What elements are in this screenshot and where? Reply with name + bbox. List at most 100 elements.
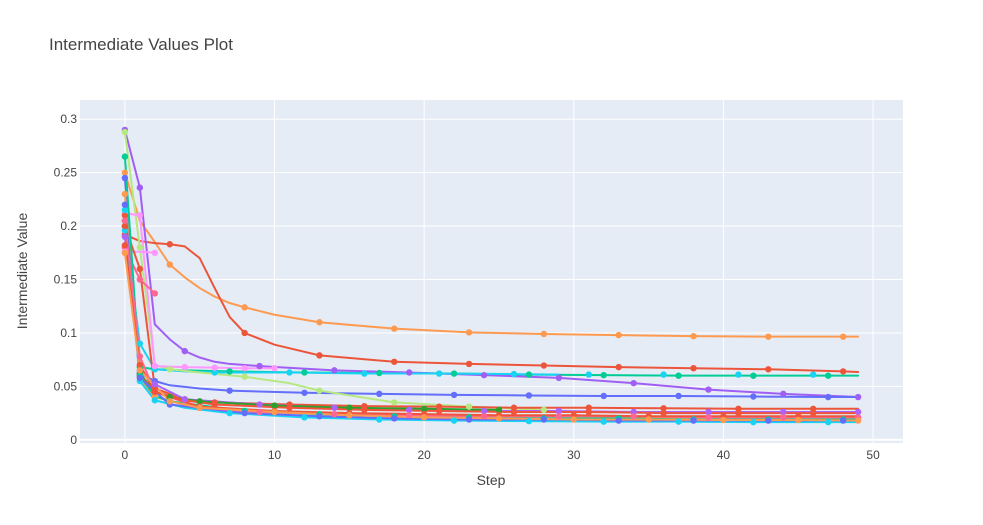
series-point[interactable]	[331, 410, 338, 418]
series-point[interactable]	[450, 417, 458, 424]
series-point[interactable]	[166, 241, 173, 248]
series-point[interactable]	[271, 402, 278, 409]
series-point[interactable]	[795, 416, 802, 424]
series-point[interactable]	[136, 276, 144, 283]
series-point[interactable]	[435, 407, 443, 415]
series-point[interactable]	[211, 401, 218, 408]
series-point[interactable]	[824, 393, 832, 401]
series-point[interactable]	[585, 408, 592, 416]
series-point[interactable]	[406, 369, 413, 376]
series-point[interactable]	[450, 391, 458, 399]
series-point[interactable]	[465, 416, 473, 423]
series-point[interactable]	[570, 416, 577, 423]
series-point[interactable]	[241, 365, 248, 372]
series-point[interactable]	[151, 397, 159, 404]
series-point[interactable]	[316, 387, 323, 394]
series-point[interactable]	[780, 390, 787, 398]
series-point[interactable]	[121, 242, 129, 249]
series-point[interactable]	[121, 233, 129, 240]
series-point[interactable]	[121, 201, 129, 208]
series-point[interactable]	[705, 414, 712, 421]
series-point[interactable]	[555, 407, 563, 415]
series-point[interactable]	[465, 329, 473, 336]
series-point[interactable]	[495, 415, 503, 422]
series-point[interactable]	[406, 412, 413, 419]
series-point[interactable]	[690, 332, 697, 340]
series-point[interactable]	[839, 417, 847, 424]
series-point[interactable]	[331, 404, 338, 411]
series-point[interactable]	[480, 407, 488, 415]
series-point[interactable]	[226, 409, 233, 417]
series-point[interactable]	[136, 374, 144, 382]
series-point[interactable]	[540, 330, 548, 338]
series-point[interactable]	[465, 360, 473, 368]
series-point[interactable]	[121, 222, 129, 230]
series-point[interactable]	[136, 244, 144, 251]
series-point[interactable]	[600, 371, 607, 379]
series-point[interactable]	[151, 249, 159, 256]
series-point[interactable]	[540, 406, 548, 414]
series-point[interactable]	[391, 358, 398, 365]
series-point[interactable]	[301, 389, 308, 396]
series-point[interactable]	[166, 261, 173, 268]
series-point[interactable]	[256, 401, 263, 408]
series-point[interactable]	[391, 415, 398, 422]
series-point[interactable]	[121, 249, 129, 256]
series-point[interactable]	[420, 414, 428, 421]
series-point[interactable]	[480, 413, 488, 420]
series-point[interactable]	[854, 393, 862, 401]
series-point[interactable]	[824, 372, 832, 379]
series-point[interactable]	[839, 333, 847, 340]
series-point[interactable]	[735, 409, 742, 417]
series-point[interactable]	[211, 364, 218, 371]
series-point[interactable]	[241, 329, 248, 337]
series-point[interactable]	[854, 408, 862, 416]
series-point[interactable]	[331, 367, 338, 374]
series-point[interactable]	[750, 418, 757, 426]
series-point[interactable]	[765, 333, 772, 340]
series-point[interactable]	[136, 353, 144, 360]
series-point[interactable]	[480, 371, 488, 379]
series-point[interactable]	[540, 416, 548, 423]
series-point[interactable]	[121, 206, 129, 214]
series-point[interactable]	[316, 319, 323, 326]
series-point[interactable]	[256, 408, 263, 416]
series-point[interactable]	[600, 418, 607, 425]
series-point[interactable]	[510, 370, 518, 378]
series-point[interactable]	[151, 381, 159, 388]
series-point[interactable]	[121, 212, 129, 219]
series-point[interactable]	[660, 371, 667, 378]
series-point[interactable]	[690, 417, 697, 424]
series-point[interactable]	[810, 371, 817, 378]
series-point[interactable]	[765, 366, 772, 373]
series-point[interactable]	[121, 169, 129, 176]
series-point[interactable]	[824, 418, 832, 426]
series-point[interactable]	[136, 340, 144, 347]
series-point[interactable]	[555, 413, 563, 420]
series-point[interactable]	[750, 393, 757, 400]
series-point[interactable]	[136, 361, 144, 369]
series-point[interactable]	[525, 392, 533, 399]
series-point[interactable]	[151, 388, 159, 395]
series-point[interactable]	[271, 408, 278, 416]
series-point[interactable]	[391, 399, 398, 406]
series-point[interactable]	[555, 374, 563, 382]
series-point[interactable]	[271, 365, 278, 372]
series-point[interactable]	[750, 372, 757, 379]
series-point[interactable]	[765, 417, 772, 424]
series-point[interactable]	[690, 365, 697, 372]
series-point[interactable]	[376, 390, 383, 398]
series-point[interactable]	[226, 387, 233, 394]
series-point[interactable]	[181, 395, 188, 403]
series-point[interactable]	[361, 370, 368, 377]
series-point[interactable]	[346, 412, 353, 419]
series-point[interactable]	[585, 371, 592, 378]
series-point[interactable]	[211, 369, 218, 376]
series-point[interactable]	[181, 363, 188, 371]
series-point[interactable]	[525, 417, 533, 425]
series-point[interactable]	[615, 331, 622, 339]
series-point[interactable]	[525, 371, 533, 378]
series-point[interactable]	[660, 405, 667, 412]
series-point[interactable]	[510, 408, 518, 416]
series-point[interactable]	[420, 405, 428, 413]
